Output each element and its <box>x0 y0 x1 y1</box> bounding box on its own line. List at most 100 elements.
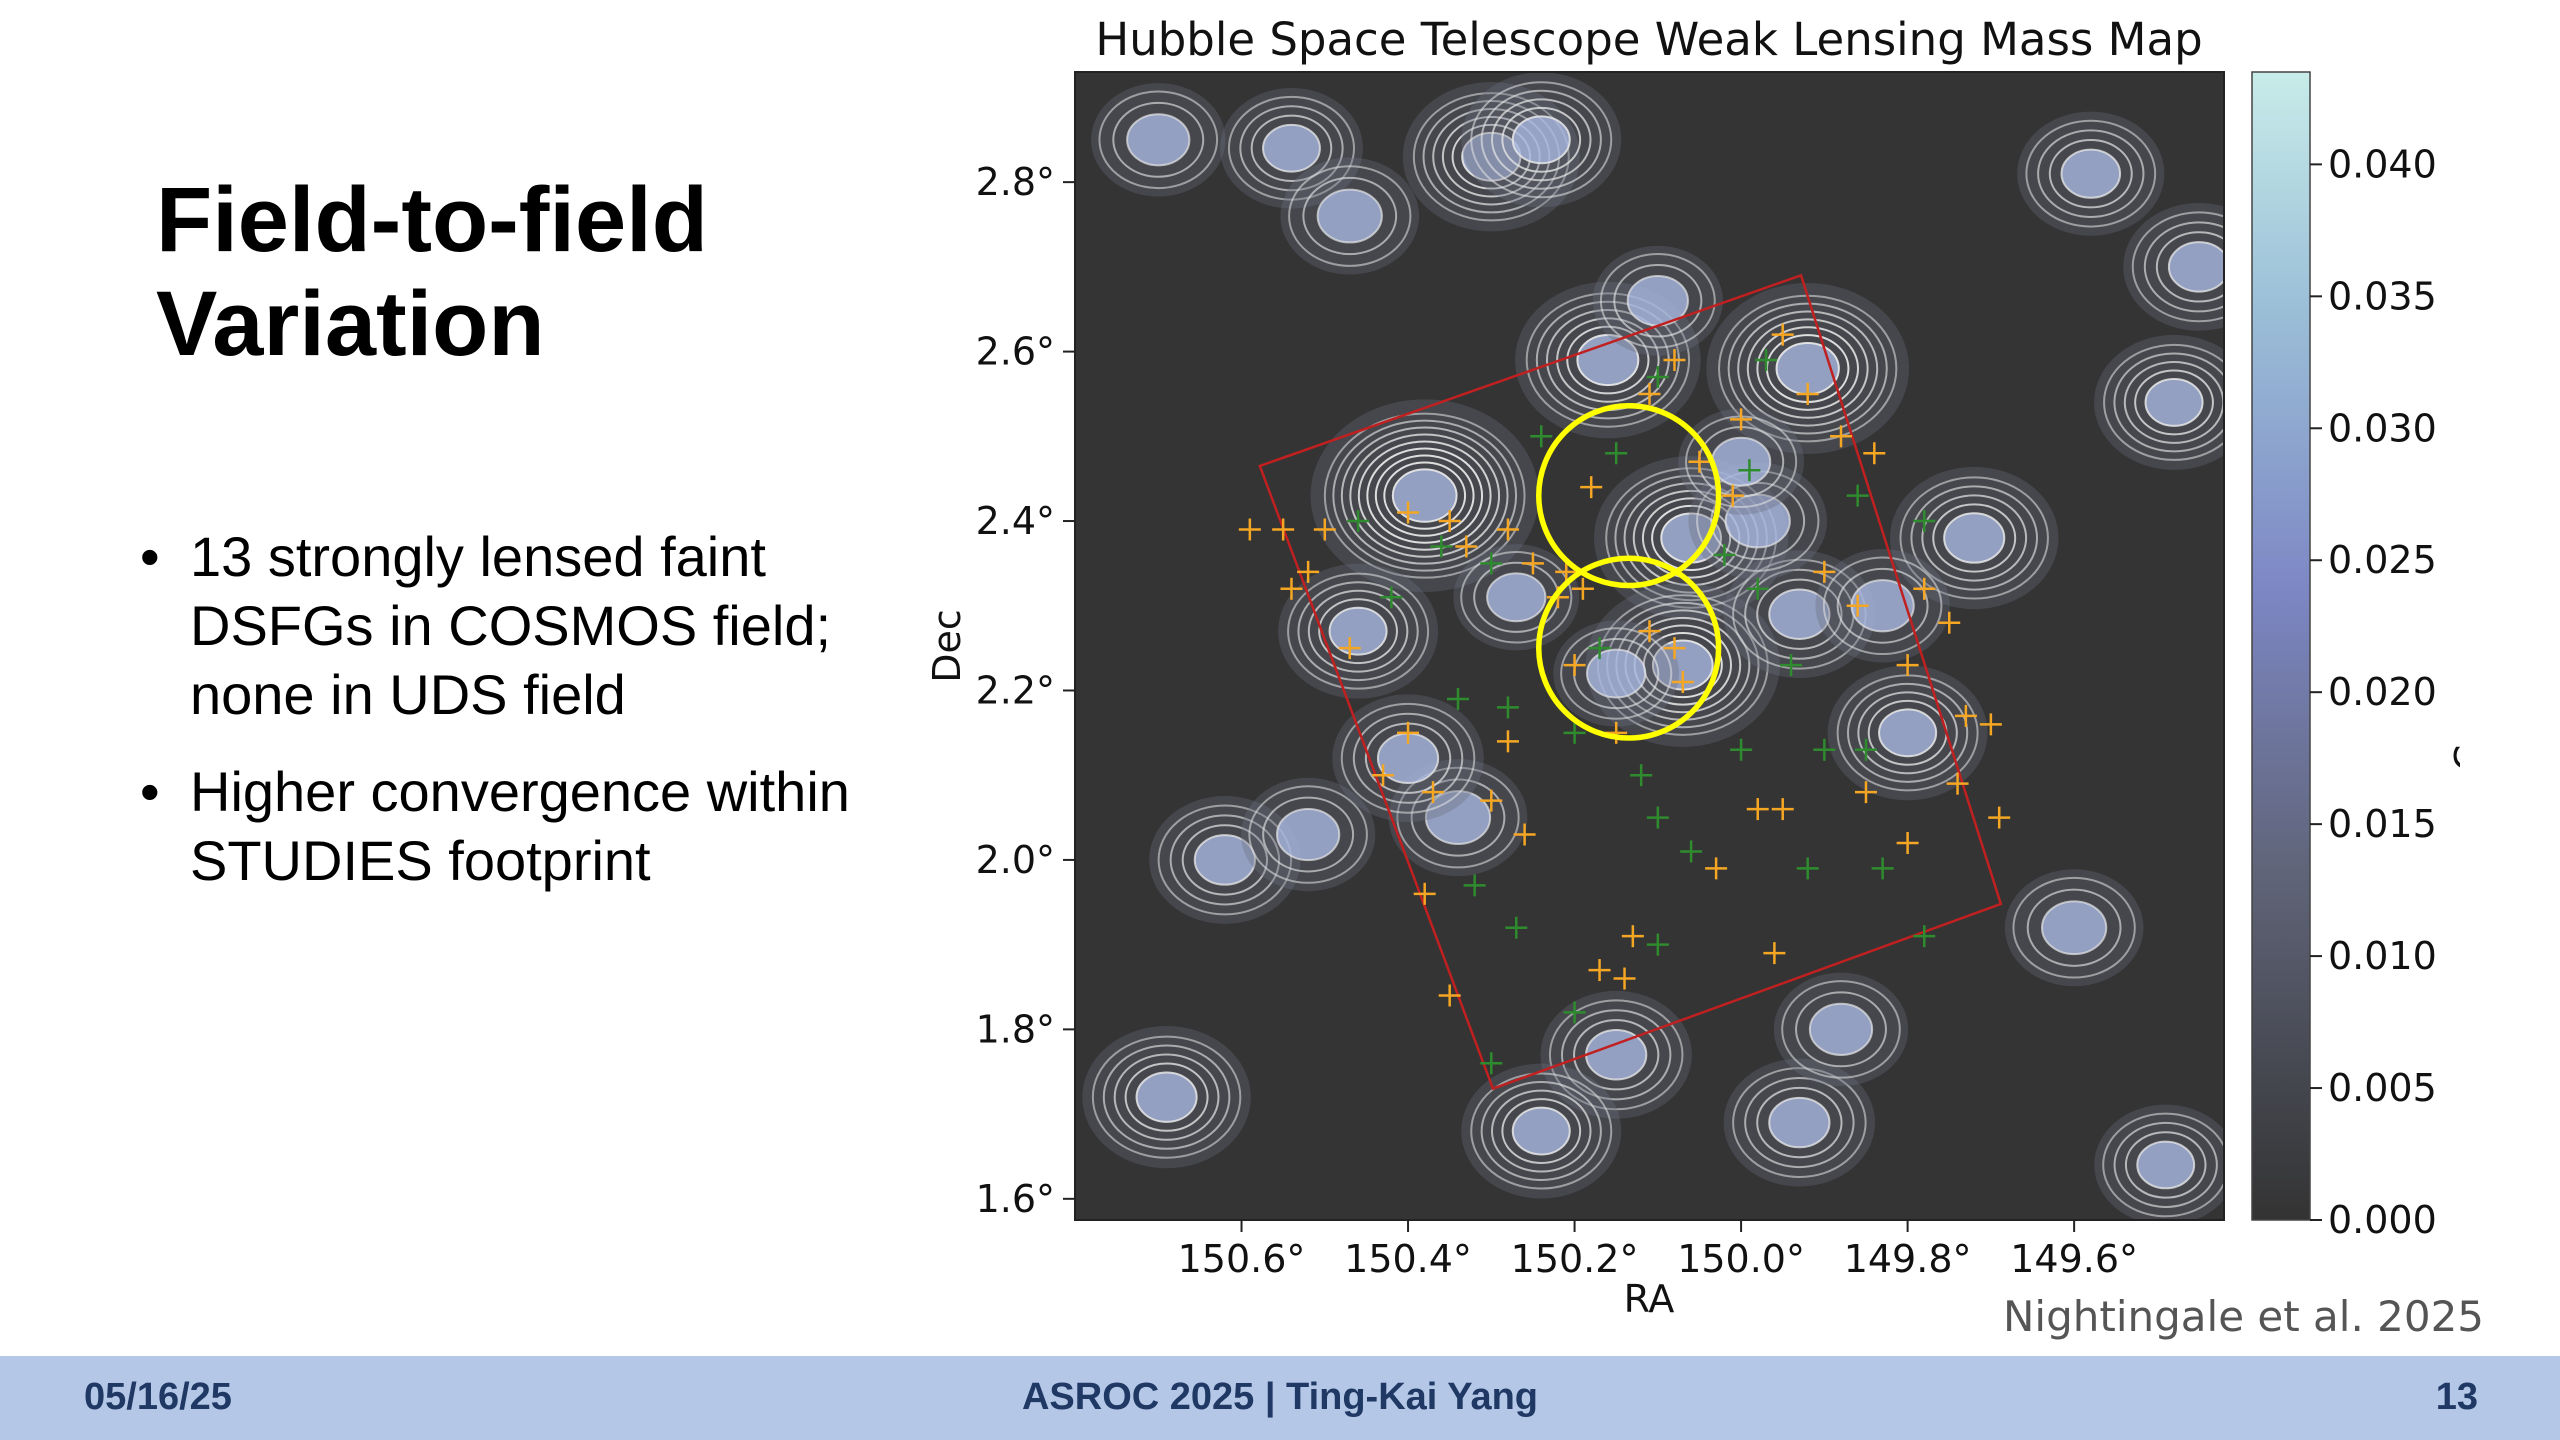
orange-marker <box>1480 789 1503 812</box>
green-marker <box>1713 543 1736 566</box>
green-marker <box>1796 857 1819 880</box>
contour-ring <box>1613 263 1703 338</box>
contour-ring <box>1746 318 1869 419</box>
orange-marker <box>1946 772 1969 795</box>
orange-marker <box>1813 560 1836 583</box>
orange-marker <box>1563 654 1586 677</box>
contour-ring <box>1091 1035 1242 1159</box>
y-tick-label: 2.4° <box>976 499 1055 543</box>
green-marker <box>1755 349 1778 372</box>
contour-ring <box>1525 292 1691 428</box>
contour-ring <box>2167 241 2224 293</box>
y-axis-label: Dec <box>925 609 969 683</box>
contour-ring <box>1157 804 1293 916</box>
colorbar-tick-label: 0.030 <box>2328 406 2437 450</box>
orange-marker <box>1638 620 1661 643</box>
bullet-1-line-2: DSFGs in COSMOS field; <box>190 594 832 657</box>
contour-ring <box>2012 876 2136 979</box>
contour-ring <box>1781 980 1901 1079</box>
contour-ring <box>1470 1072 1613 1190</box>
contour-ring <box>1276 807 1341 862</box>
contour-ring <box>1262 123 1321 173</box>
contour-ring <box>1297 581 1419 682</box>
green-marker <box>1646 933 1669 956</box>
green-marker <box>1496 696 1519 719</box>
contour-ring <box>1501 1098 1582 1164</box>
orange-marker <box>1605 721 1628 744</box>
contour-ring <box>1480 1081 1602 1182</box>
contour-ring <box>2124 1131 2207 1199</box>
green-marker <box>1480 552 1503 575</box>
bullet-2-line-2: STUDIES footprint <box>190 829 651 892</box>
green-marker <box>1913 510 1936 533</box>
contour-ring <box>1756 1086 1843 1159</box>
orange-marker <box>1496 518 1519 541</box>
x-tick-label: 150.2° <box>1511 1237 1639 1281</box>
contour-ring <box>1599 252 1716 349</box>
orange-marker <box>1455 535 1478 558</box>
green-marker <box>1447 687 1469 710</box>
contour-ring <box>1112 101 1205 178</box>
green-marker <box>1871 857 1894 880</box>
green-marker <box>1530 425 1553 448</box>
x-tick-label: 150.6° <box>1178 1237 1306 1281</box>
lens-highlight-circle <box>1536 555 1722 741</box>
x-tick-label: 150.4° <box>1344 1237 1472 1281</box>
contour-ring <box>1102 1044 1231 1150</box>
contour-ring <box>1250 114 1333 182</box>
orange-marker <box>1763 942 1786 965</box>
orange-marker <box>1438 510 1461 533</box>
orange-marker <box>1638 382 1661 405</box>
page-number: 13 <box>2435 1376 2478 1418</box>
contour-ring <box>1328 606 1388 656</box>
footer-bar: 05/16/25 ASROC 2025 | Ting-Kai Yang 13 <box>0 1356 2560 1440</box>
colorbar-tick-label: 0.025 <box>2328 538 2437 582</box>
contour-ring <box>1932 503 2017 573</box>
y-tick-label: 1.8° <box>976 1007 1055 1051</box>
footer-title: ASROC 2025 | Ting-Kai Yang <box>1021 1376 1539 1418</box>
contour-ring <box>1357 440 1492 551</box>
contour-ring <box>1795 991 1887 1068</box>
contour-ring <box>1857 691 1958 775</box>
orange-marker <box>1397 501 1420 524</box>
slide-title-line-2: Variation <box>156 273 545 375</box>
contour-ring <box>1548 999 1684 1111</box>
orange-marker <box>1663 637 1686 660</box>
orange-marker <box>1621 925 1644 948</box>
contour-ring <box>2113 352 2224 453</box>
contour-ring <box>1124 1062 1209 1132</box>
orange-marker <box>1854 781 1877 804</box>
mass-map-figure: Hubble Space Telescope Weak Lensing Mass… <box>925 13 2460 1321</box>
contour-ring <box>1316 188 1383 244</box>
contour-ring <box>1383 461 1467 530</box>
contour-ring <box>1374 454 1475 537</box>
green-marker <box>1846 484 1869 507</box>
contour-ring <box>1332 419 1518 572</box>
green-marker <box>1588 637 1611 660</box>
contour-ring <box>1135 1071 1198 1123</box>
colorbar-tick-label: 0.035 <box>2328 274 2437 318</box>
contour-ring <box>1560 1009 1672 1101</box>
green-marker <box>1605 442 1628 465</box>
contour-ring <box>1169 814 1281 906</box>
lens-highlight-circle <box>1536 402 1722 589</box>
y-tick-label: 2.8° <box>976 160 1055 204</box>
contour-ring <box>1573 1019 1660 1091</box>
overlay-layer <box>1238 273 2011 1091</box>
contour-ring <box>1651 504 1732 572</box>
contour-ring <box>1756 326 1860 411</box>
contour-ring <box>2102 1112 2224 1218</box>
orange-marker <box>1238 518 1261 541</box>
green-marker <box>1813 738 1836 761</box>
green-marker <box>1563 721 1586 744</box>
green-marker <box>1563 1001 1586 1024</box>
contour-ring <box>1412 92 1570 222</box>
orange-marker <box>1280 577 1303 600</box>
colorbar-tick-label: 0.010 <box>2328 934 2437 978</box>
contour-ring <box>1323 412 1526 579</box>
colorbar-tick-label: 0.015 <box>2328 802 2437 846</box>
map-frame <box>1074 71 2225 1221</box>
contour-ring <box>1262 796 1355 873</box>
orange-marker <box>1297 560 1320 583</box>
contour-ring <box>1921 494 2028 582</box>
